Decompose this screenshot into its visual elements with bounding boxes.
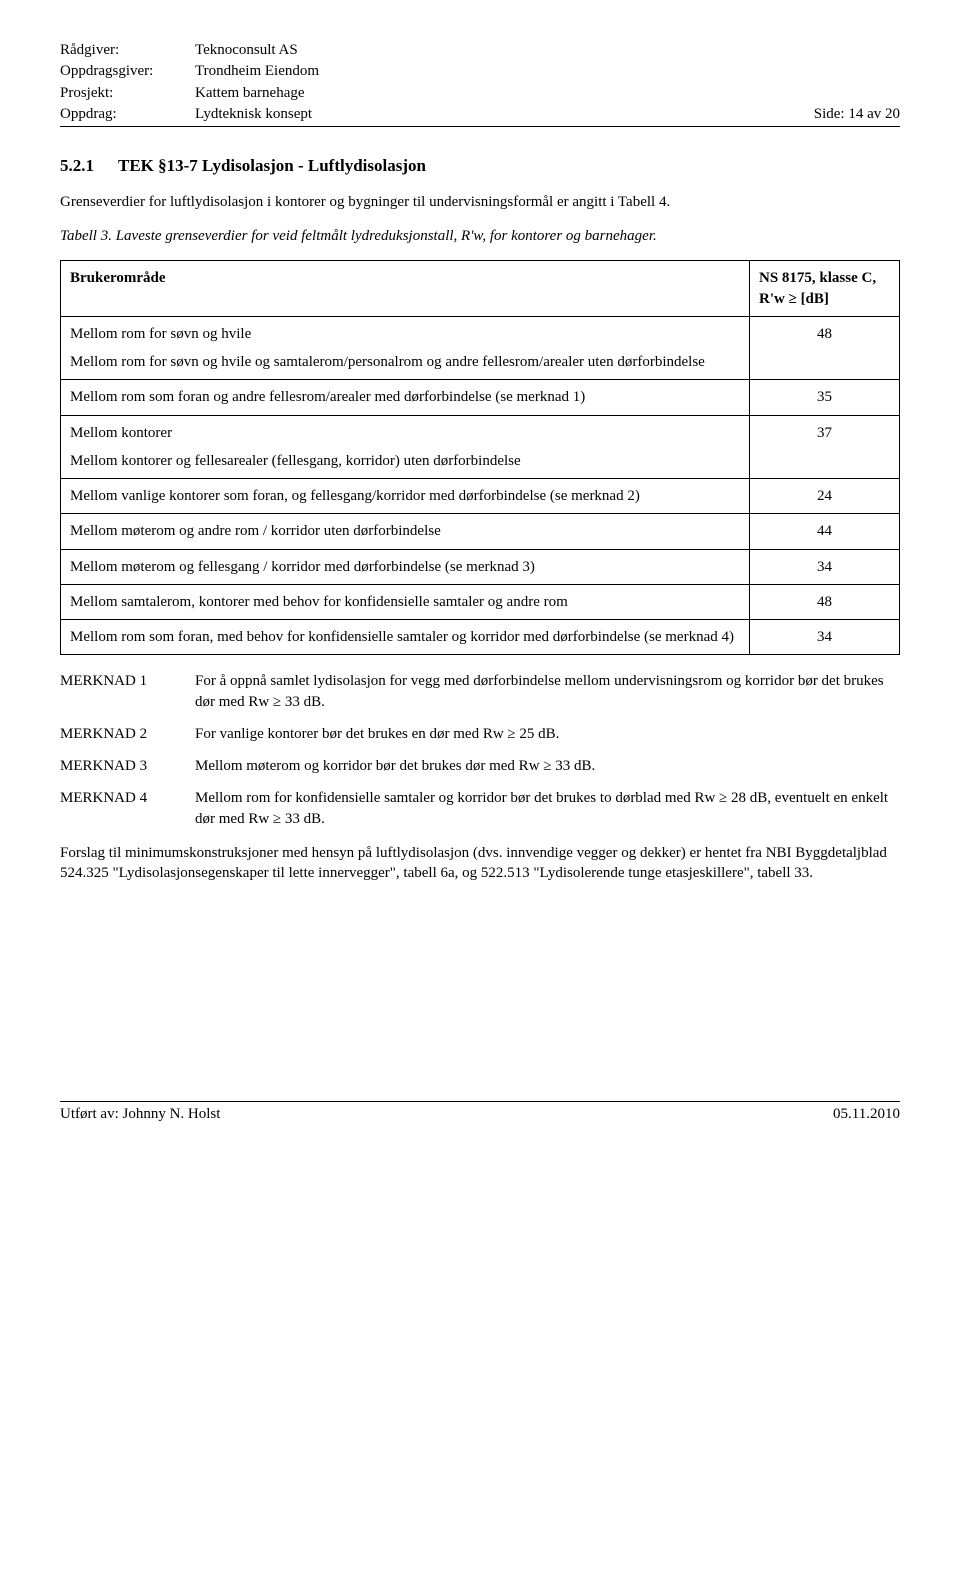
remarks-block: MERKNAD 1For å oppnå samlet lydisolasjon… [60,671,900,829]
table-row: Mellom rom for søvn og hvileMellom rom f… [61,316,900,380]
header-label-project: Prosjekt: [60,83,195,103]
table-row: Mellom vanlige kontorer som foran, og fe… [61,479,900,514]
table-cell-description: Mellom kontorerMellom kontorer og felles… [61,415,750,479]
remark-key: MERKNAD 3 [60,756,195,776]
table-row: Mellom rom som foran og andre fellesrom/… [61,380,900,415]
table-cell-description: Mellom rom som foran, med behov for konf… [61,620,750,655]
table-row: Mellom samtalerom, kontorer med behov fo… [61,584,900,619]
table-row: Mellom rom som foran, med behov for konf… [61,620,900,655]
table-header-area: Brukerområde [61,261,750,317]
footer-date: 05.11.2010 [833,1104,900,1124]
intro-paragraph: Grenseverdier for luftlydisolasjon i kon… [60,192,900,212]
header-value-assignment: Lydteknisk konsept [195,104,814,124]
header-divider [60,126,900,127]
table-cell-value: 48 [750,584,900,619]
remark-key: MERKNAD 4 [60,788,195,829]
table-cell-value: 44 [750,514,900,549]
header-label-client: Oppdragsgiver: [60,61,195,81]
table-row: Mellom kontorerMellom kontorer og felles… [61,415,900,479]
table-cell-value: 24 [750,479,900,514]
table-header-row: Brukerområde NS 8175, klasse C, R'w ≥ [d… [61,261,900,317]
table-cell-description: Mellom møterom og andre rom / korridor u… [61,514,750,549]
header-value-client: Trondheim Eiendom [195,61,814,81]
document-footer: Utført av: Johnny N. Holst 05.11.2010 [60,1104,900,1124]
document-header: Rådgiver: Teknoconsult AS Oppdragsgiver:… [60,40,900,124]
table-cell-value: 37 [750,415,900,479]
table-cell-value: 34 [750,620,900,655]
header-value-advisor: Teknoconsult AS [195,40,814,60]
remark-text: For vanlige kontorer bør det brukes en d… [195,724,900,744]
table-cell-value: 48 [750,316,900,380]
limits-table: Brukerområde NS 8175, klasse C, R'w ≥ [d… [60,260,900,655]
footer-divider [60,1101,900,1102]
footer-author: Utført av: Johnny N. Holst [60,1104,220,1124]
header-label-advisor: Rådgiver: [60,40,195,60]
table-cell-description: Mellom vanlige kontorer som foran, og fe… [61,479,750,514]
header-label-assignment: Oppdrag: [60,104,195,124]
table-cell-description: Mellom rom som foran og andre fellesrom/… [61,380,750,415]
remark-text: Mellom møterom og korridor bør det bruke… [195,756,900,776]
table-row: Mellom møterom og fellesgang / korridor … [61,549,900,584]
table-caption: Tabell 3. Laveste grenseverdier for veid… [60,226,900,246]
page-indicator: Side: 14 av 20 [814,104,900,124]
table-row: Mellom møterom og andre rom / korridor u… [61,514,900,549]
section-number: 5.2.1 [60,155,118,178]
table-cell-value: 35 [750,380,900,415]
table-cell-value: 34 [750,549,900,584]
section-heading-text: TEK §13-7 Lydisolasjon - Luftlydisolasjo… [118,156,426,175]
table-header-value: NS 8175, klasse C, R'w ≥ [dB] [750,261,900,317]
remark-text: Mellom rom for konfidensielle samtaler o… [195,788,900,829]
remark-key: MERKNAD 2 [60,724,195,744]
table-cell-description: Mellom møterom og fellesgang / korridor … [61,549,750,584]
closing-paragraph: Forslag til minimumskonstruksjoner med h… [60,843,900,884]
header-value-project: Kattem barnehage [195,83,814,103]
remark-text: For å oppnå samlet lydisolasjon for vegg… [195,671,900,712]
table-cell-description: Mellom samtalerom, kontorer med behov fo… [61,584,750,619]
table-cell-description: Mellom rom for søvn og hvileMellom rom f… [61,316,750,380]
remark-key: MERKNAD 1 [60,671,195,712]
section-title: 5.2.1TEK §13-7 Lydisolasjon - Luftlydiso… [60,155,900,178]
